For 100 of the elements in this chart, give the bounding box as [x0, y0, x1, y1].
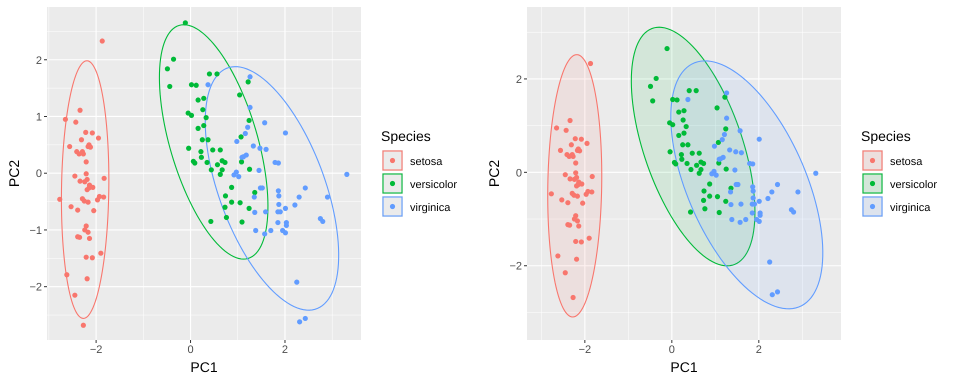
point: [750, 195, 756, 201]
point: [670, 122, 676, 128]
point: [245, 124, 250, 130]
point: [96, 135, 102, 141]
y-tick-label: −2: [29, 282, 42, 294]
point: [268, 228, 274, 234]
point: [688, 209, 694, 215]
point: [681, 130, 687, 136]
point: [698, 166, 704, 172]
point: [244, 152, 249, 158]
point: [262, 231, 268, 237]
point: [62, 116, 68, 122]
point: [234, 169, 239, 175]
point: [218, 147, 223, 153]
point: [276, 202, 282, 208]
point: [164, 66, 170, 72]
point: [688, 166, 694, 172]
point: [573, 170, 578, 176]
point: [170, 56, 176, 62]
point: [84, 176, 90, 182]
point: [558, 148, 564, 153]
point: [256, 168, 262, 173]
point: [667, 149, 673, 154]
point: [205, 137, 211, 142]
point: [728, 202, 734, 208]
point: [84, 276, 90, 282]
point: [714, 194, 720, 200]
point: [714, 172, 719, 178]
legend-label: versicolor: [890, 179, 938, 191]
point: [84, 171, 89, 176]
point: [548, 191, 554, 196]
legend-label: virginica: [890, 202, 932, 214]
y-axis-title: PC2: [6, 160, 22, 188]
point: [80, 322, 86, 328]
point: [324, 194, 330, 200]
legend-label: setosa: [410, 156, 444, 168]
point: [320, 218, 326, 224]
legend-title: Species: [381, 128, 431, 144]
point: [84, 159, 89, 164]
point: [690, 150, 695, 156]
point: [750, 188, 756, 194]
point: [700, 160, 706, 166]
point: [198, 154, 204, 160]
point: [559, 197, 564, 202]
point: [722, 132, 728, 138]
point: [728, 189, 734, 195]
point: [252, 190, 258, 196]
point: [238, 200, 243, 206]
point: [795, 189, 801, 195]
point: [790, 209, 796, 215]
point: [567, 176, 573, 182]
x-tick-label: 2: [756, 344, 762, 356]
point: [239, 219, 245, 225]
point: [186, 146, 192, 151]
y-axis-title: PC2: [486, 160, 502, 188]
point: [724, 116, 730, 121]
point: [738, 220, 743, 225]
point: [589, 189, 594, 195]
point: [196, 97, 201, 103]
point: [68, 204, 74, 210]
point: [73, 120, 78, 125]
point: [676, 109, 682, 115]
point: [724, 90, 730, 96]
point: [83, 130, 88, 135]
point: [676, 132, 682, 138]
point: [242, 130, 248, 136]
point: [716, 210, 722, 216]
point: [679, 156, 684, 162]
point: [686, 88, 692, 94]
point: [738, 128, 743, 134]
point: [188, 82, 194, 88]
point: [743, 216, 748, 222]
point: [723, 126, 728, 132]
point: [67, 144, 72, 150]
point: [224, 214, 230, 220]
point: [101, 194, 106, 200]
y-tick-label: 1: [36, 111, 42, 124]
point: [236, 174, 242, 180]
point: [198, 149, 204, 154]
point: [294, 280, 300, 285]
point: [77, 108, 83, 113]
y-tick-label: −1: [29, 224, 42, 237]
point: [204, 160, 210, 166]
point: [250, 143, 256, 149]
point: [590, 174, 595, 180]
x-axis-title: PC1: [190, 359, 218, 375]
point: [194, 82, 199, 88]
point: [238, 159, 244, 164]
point: [100, 38, 105, 44]
point: [276, 188, 281, 194]
point: [707, 194, 712, 199]
point: [678, 152, 684, 158]
point: [664, 46, 670, 52]
point: [276, 160, 281, 166]
x-tick-label: 0: [668, 344, 675, 356]
point: [292, 202, 298, 208]
y-tick-label: 0: [516, 167, 522, 180]
point: [85, 230, 91, 235]
point: [574, 174, 580, 180]
point: [554, 125, 560, 131]
